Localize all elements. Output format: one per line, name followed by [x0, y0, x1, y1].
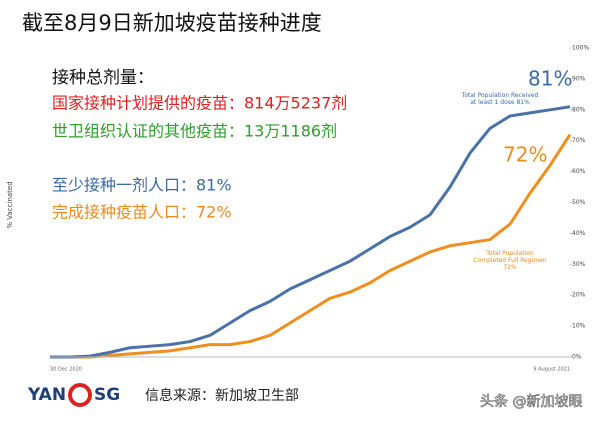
series-note-text: Total Population Received at least 1 dos… — [461, 92, 539, 106]
annotation: 至少接种一剂人口：81% — [52, 176, 232, 195]
logo: YAN — [27, 385, 66, 405]
annotation: 完成接种疫苗人口：72% — [52, 203, 232, 222]
y-tick-label: 0% — [572, 354, 582, 361]
end-label: 81% — [528, 67, 572, 91]
end-label: 72% — [503, 143, 547, 167]
x-tick-label: 30 Dec 2020 — [50, 367, 82, 373]
y-tick-label: 60% — [572, 168, 586, 175]
annotation: 国家接种计划提供的疫苗：814万5237剂 — [52, 94, 347, 113]
line-series — [50, 133, 572, 359]
logo-ring — [68, 383, 92, 407]
watermark: 头条 @新加坡眼 — [480, 393, 582, 410]
y-tick-label: 40% — [572, 230, 586, 237]
y-tick-label: 70% — [572, 137, 586, 144]
x-tick-label: 9 August 2021 — [533, 367, 570, 373]
y-tick-label: 10% — [572, 323, 586, 330]
line-series — [50, 105, 571, 359]
y-tick-label: 20% — [572, 292, 586, 299]
annotation: 世卫组织认证的其他疫苗：13万1186剂 — [52, 122, 337, 141]
series-note: Total Population Received at least 1 dos… — [461, 92, 539, 106]
y-tick-label: 80% — [572, 106, 586, 113]
y-tick-label: 50% — [572, 199, 586, 206]
annotation: 接种总剂量： — [52, 68, 154, 88]
logo: SG — [94, 385, 120, 405]
chart-title: 截至8月9日新加坡疫苗接种进度 — [22, 11, 322, 35]
series-note-text: Total Population Completed Full Regimen … — [473, 250, 547, 271]
series-note: Total Population Completed Full Regimen … — [473, 250, 547, 271]
y-tick-label: 100% — [572, 45, 589, 52]
y-tick-label: 30% — [572, 261, 586, 268]
y-tick-label: 90% — [572, 75, 586, 82]
source: 信息来源：新加坡卫生部 — [145, 387, 299, 404]
y-label: % Vaccinated — [6, 181, 14, 228]
